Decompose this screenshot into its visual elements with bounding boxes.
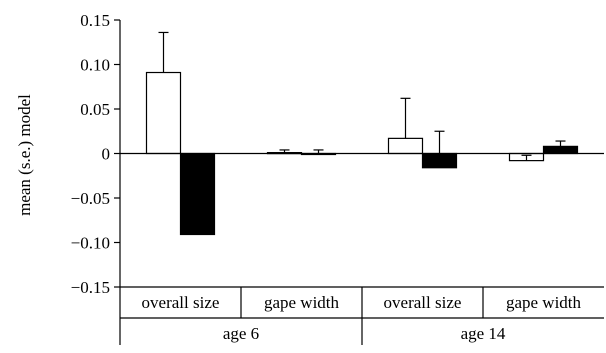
bar [542, 145, 579, 155]
y-tick-label: 0.15 [80, 11, 110, 30]
bars-layer [145, 31, 579, 236]
group-label: age 14 [461, 324, 506, 343]
group-label: age 6 [223, 324, 259, 343]
bar [145, 71, 182, 155]
y-tick-label: 0.05 [80, 100, 110, 119]
y-tick-label: −0.05 [71, 189, 110, 208]
category-label: gape width [264, 293, 340, 312]
category-label: overall size [142, 293, 220, 312]
y-tick-label: 0 [102, 145, 111, 164]
axes-layer: 0.15 0.10 0.05 0 −0.05 −0.10 −0.15 overall size… [71, 11, 604, 345]
bar [387, 137, 424, 155]
y-tick-label: −0.15 [71, 278, 110, 297]
y-tick-label: −0.10 [71, 234, 110, 253]
y-tick-label: 0.10 [80, 56, 110, 75]
y-axis-label: mean (s.e.) model [15, 94, 34, 216]
category-label: gape width [506, 293, 582, 312]
category-label: overall size [384, 293, 462, 312]
